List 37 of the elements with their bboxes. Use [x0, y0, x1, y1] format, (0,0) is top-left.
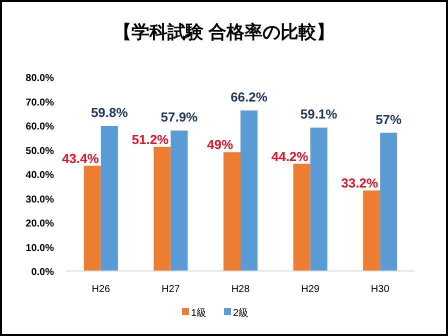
- x-tick-label: H29: [301, 284, 320, 295]
- y-tick-label: 60.0%: [26, 122, 54, 132]
- chart-title: 【学科試験 合格率の比較】: [113, 22, 335, 42]
- bar: [224, 152, 240, 271]
- data-label: 33.2%: [341, 175, 378, 190]
- y-tick-label: 50.0%: [26, 146, 54, 157]
- bar: [310, 128, 328, 271]
- data-label: 57%: [376, 112, 402, 127]
- bar: [154, 146, 171, 271]
- data-label: 49%: [206, 137, 234, 152]
- data-label: 59.1%: [300, 106, 338, 122]
- bar: [100, 126, 118, 271]
- data-label: 66.2%: [230, 89, 268, 104]
- bar: [380, 132, 398, 271]
- data-label: 43.4%: [62, 150, 100, 166]
- bar: [84, 166, 101, 271]
- legend-label: 2級: [233, 308, 249, 319]
- bar: [170, 130, 188, 271]
- y-tick-label: 30.0%: [26, 194, 54, 206]
- data-label: 51.2%: [132, 132, 170, 147]
- y-tick-label: 20.0%: [26, 218, 54, 230]
- x-tick-label: H30: [370, 284, 390, 295]
- x-tick-label: H27: [162, 284, 180, 295]
- y-tick-label: 10.0%: [26, 242, 54, 254]
- x-tick-label: H26: [92, 284, 111, 295]
- data-label: 59.8%: [90, 104, 128, 120]
- legend-label: 1級: [191, 308, 207, 319]
- bar: [293, 164, 310, 271]
- data-label: 57.9%: [160, 110, 198, 125]
- y-tick-label: 0.0%: [31, 267, 54, 278]
- bar: [363, 190, 380, 271]
- y-tick-label: 70.0%: [26, 97, 54, 108]
- data-label: 44.2%: [271, 148, 309, 164]
- bar: [240, 110, 258, 271]
- x-tick-label: H28: [231, 284, 250, 295]
- y-tick-label: 80.0%: [26, 73, 54, 84]
- y-tick-label: 40.0%: [26, 170, 54, 181]
